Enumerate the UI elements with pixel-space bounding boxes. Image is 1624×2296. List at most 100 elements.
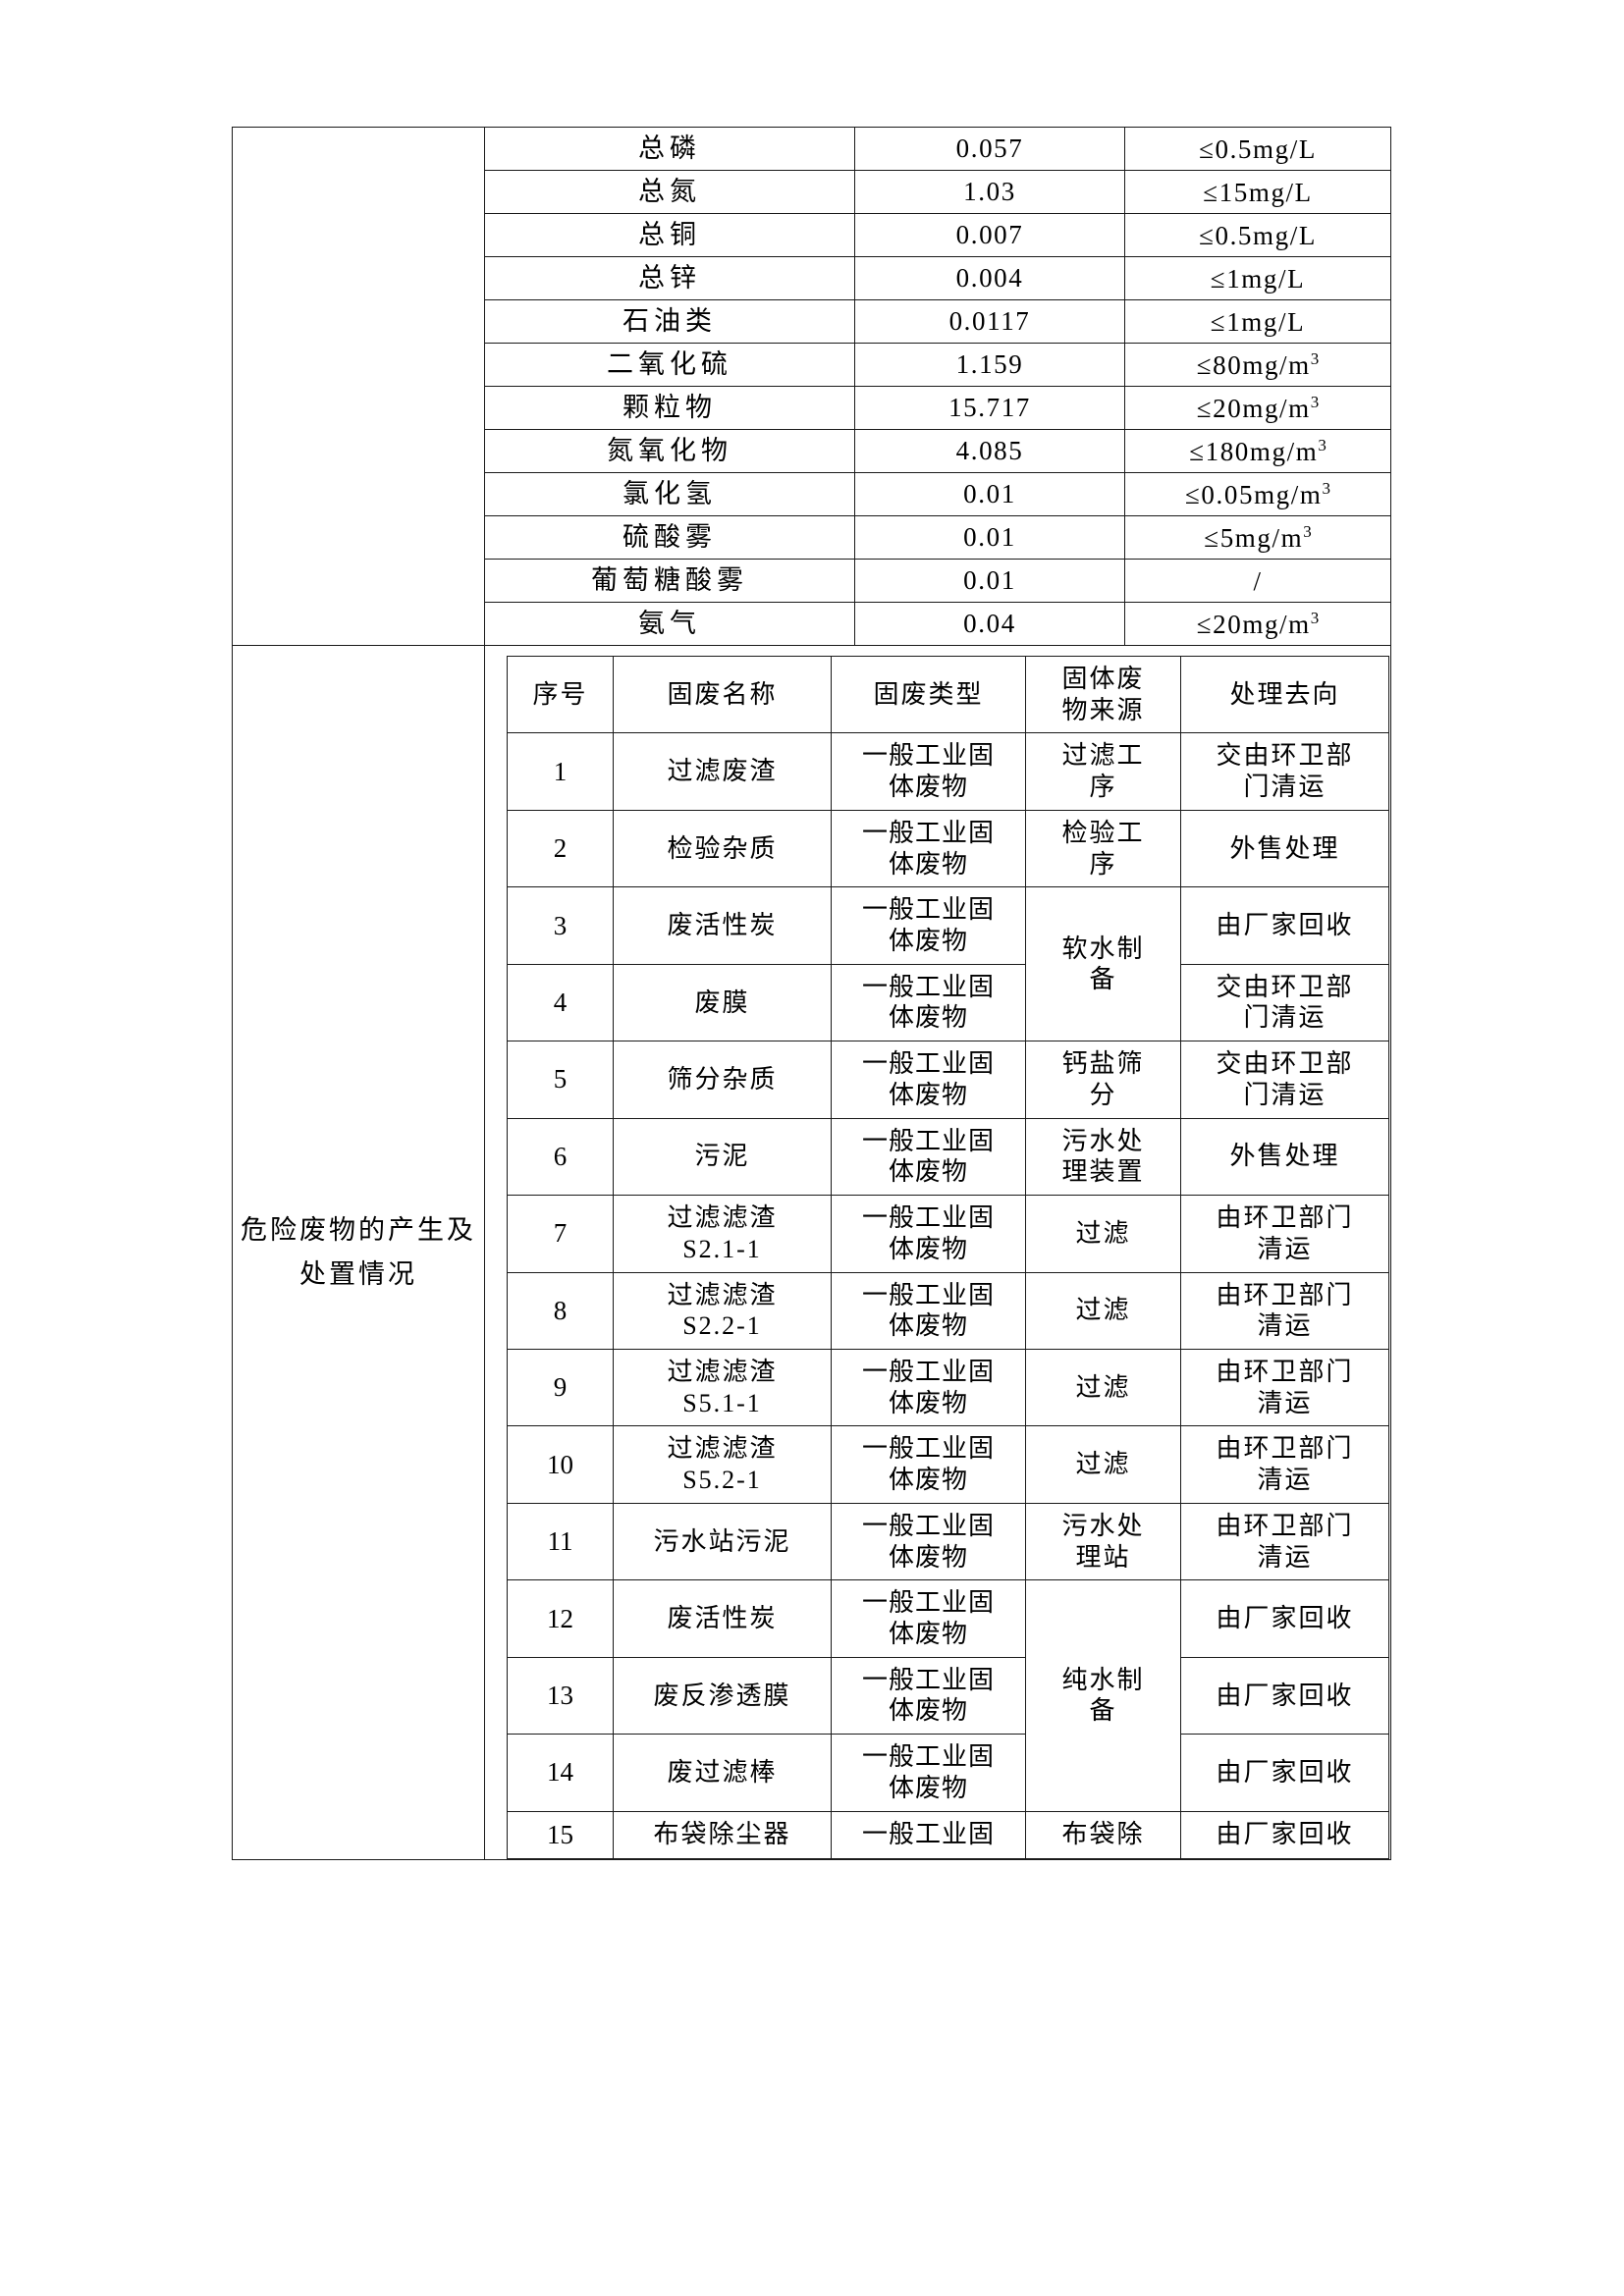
unit-exponent: 3 <box>1318 436 1326 454</box>
standard-text: ≤5mg/m <box>1204 523 1304 553</box>
pollutant-standard: ≤0.05mg/m3 <box>1124 472 1391 516</box>
pollutant-standard: ≤15mg/L <box>1124 170 1391 214</box>
solid-waste-table: 序号 固废名称 固废类型 固体废 物来源 处理去向 1 过滤废渣 一般工业固 体… <box>507 655 1389 1859</box>
waste-destination: 由厂家回收 <box>1180 1734 1389 1812</box>
pollutant-name: 总磷 <box>484 127 855 171</box>
standard-text: ≤0.05mg/m <box>1185 480 1323 509</box>
waste-source: 过滤 <box>1025 1271 1181 1350</box>
waste-destination: 由环卫部门 清运 <box>1180 1195 1389 1273</box>
main-document-table: 总磷 0.057 ≤0.5mg/L 总氮 1.03 ≤15mg/L 总铜 0.0… <box>232 127 1391 1860</box>
table-row: 总磷 0.057 ≤0.5mg/L <box>232 127 1391 646</box>
waste-destination: 由厂家回收 <box>1180 1810 1389 1859</box>
waste-index: 12 <box>507 1579 614 1658</box>
waste-type: 一般工业固 体废物 <box>831 732 1026 811</box>
pollutant-value: 0.007 <box>854 213 1125 257</box>
column-header-name: 固废名称 <box>613 655 832 734</box>
pollutant-value: 0.057 <box>854 127 1125 171</box>
waste-index: 11 <box>507 1502 614 1581</box>
solid-waste-row-label: 危险废物的产生及处置情况 <box>232 645 485 1860</box>
column-header-type: 固废类型 <box>831 655 1026 734</box>
waste-type: 一般工业固 体废物 <box>831 886 1026 965</box>
pollutant-name: 石油类 <box>484 299 855 344</box>
pollutant-standard: ≤20mg/m3 <box>1124 602 1391 646</box>
table-row: 12 废活性炭 一般工业固 体废物 纯水制 备 由厂家回收 <box>507 1579 1389 1812</box>
unit-exponent: 3 <box>1303 522 1312 541</box>
table-row: 氯化氢 0.01 ≤0.05mg/m3 <box>233 472 1391 516</box>
table-header-row: 序号 固废名称 固废类型 固体废 物来源 处理去向 <box>507 655 1389 734</box>
waste-source-merged: 纯水制 备 <box>1025 1579 1181 1812</box>
waste-name: 废反渗透膜 <box>613 1656 832 1735</box>
pollutant-standard: ≤80mg/m3 <box>1124 343 1391 387</box>
pollutant-value: 0.0117 <box>854 299 1125 344</box>
pollutant-standard: ≤5mg/m3 <box>1124 515 1391 560</box>
unit-exponent: 3 <box>1310 393 1320 411</box>
pollutant-name: 葡萄糖酸雾 <box>484 559 855 603</box>
unit-exponent: 3 <box>1322 479 1330 498</box>
pollutant-value: 4.085 <box>854 429 1125 473</box>
pollutant-value: 1.159 <box>854 343 1125 387</box>
waste-type: 一般工业固 体废物 <box>831 1348 1026 1427</box>
waste-type: 一般工业固 体废物 <box>831 1502 1026 1581</box>
standard-text: ≤1mg/L <box>1210 307 1306 337</box>
pollutant-name: 总铜 <box>484 213 855 257</box>
waste-destination: 由环卫部门 清运 <box>1180 1271 1389 1350</box>
waste-destination: 由厂家回收 <box>1180 1656 1389 1735</box>
table-row: 颗粒物 15.717 ≤20mg/m3 <box>233 386 1391 430</box>
table-row: 3 废活性炭 一般工业固 体废物 软水制 备 由厂家回收 <box>507 886 1389 1042</box>
pollutant-standard: ≤0.5mg/L <box>1124 127 1391 171</box>
pollutant-standard: ≤0.5mg/L <box>1124 213 1391 257</box>
waste-source: 过滤 <box>1025 1195 1181 1273</box>
waste-destination: 交由环卫部 门清运 <box>1180 1041 1389 1119</box>
table-row: 总氮 1.03 ≤15mg/L <box>233 170 1391 214</box>
pollutant-name: 氮氧化物 <box>484 429 855 473</box>
table-row: 13 废反渗透膜 一般工业固 体废物 由厂家回收 <box>507 1656 1389 1735</box>
waste-index: 14 <box>507 1734 614 1812</box>
table-row: 葡萄糖酸雾 0.01 / <box>233 559 1391 603</box>
waste-type: 一般工业固 体废物 <box>831 1579 1026 1658</box>
waste-name: 过滤滤渣 S2.2-1 <box>613 1271 832 1350</box>
waste-name: 过滤滤渣 S5.2-1 <box>613 1425 832 1504</box>
unit-exponent: 3 <box>1310 349 1320 368</box>
waste-type: 一般工业固 体废物 <box>831 1734 1026 1812</box>
pollutant-name: 总锌 <box>484 256 855 300</box>
waste-source-merged: 软水制 备 <box>1025 886 1181 1042</box>
pollutant-name: 氨气 <box>484 602 855 646</box>
table-row: 2 检验杂质 一般工业固 体废物 检验工 序 外售处理 <box>507 809 1389 888</box>
pollutant-standard: / <box>1124 559 1391 603</box>
waste-index: 13 <box>507 1656 614 1735</box>
standard-text: ≤80mg/m <box>1196 350 1311 380</box>
waste-type: 一般工业固 <box>831 1810 1026 1859</box>
waste-index: 9 <box>507 1348 614 1427</box>
table-row: 石油类 0.0117 ≤1mg/L <box>233 299 1391 344</box>
waste-name: 筛分杂质 <box>613 1041 832 1119</box>
waste-destination: 外售处理 <box>1180 809 1389 888</box>
table-row: 1 过滤废渣 一般工业固 体废物 过滤工 序 交由环卫部 门清运 <box>507 732 1389 811</box>
standard-text: ≤20mg/m <box>1196 610 1311 639</box>
waste-name: 过滤滤渣 S2.1-1 <box>613 1195 832 1273</box>
waste-destination: 交由环卫部 门清运 <box>1180 963 1389 1042</box>
solid-waste-section-row: 危险废物的产生及处置情况 序号 固废名称 固废类型 固体废 物来源 <box>232 645 1391 1860</box>
waste-type: 一般工业固 体废物 <box>831 963 1026 1042</box>
table-row: 6 污泥 一般工业固 体废物 污水处 理装置 外售处理 <box>507 1117 1389 1197</box>
waste-type: 一般工业固 体废物 <box>831 1425 1026 1504</box>
waste-type: 一般工业固 体废物 <box>831 1117 1026 1197</box>
emission-section-label-cell <box>232 127 485 646</box>
waste-source: 污水处 理装置 <box>1025 1117 1181 1197</box>
pollutant-name: 颗粒物 <box>484 386 855 430</box>
standard-text: ≤15mg/L <box>1203 178 1313 207</box>
waste-type: 一般工业固 体废物 <box>831 1656 1026 1735</box>
waste-name: 污泥 <box>613 1117 832 1197</box>
pollutant-name: 二氧化硫 <box>484 343 855 387</box>
waste-index: 7 <box>507 1195 614 1273</box>
pollutant-value: 0.01 <box>854 559 1125 603</box>
pollutant-value: 0.04 <box>854 602 1125 646</box>
solid-waste-table-cell: 序号 固废名称 固废类型 固体废 物来源 处理去向 1 过滤废渣 一般工业固 体… <box>484 645 1391 1860</box>
table-row: 14 废过滤棒 一般工业固 体废物 由厂家回收 <box>507 1734 1389 1812</box>
waste-source: 钙盐筛 分 <box>1025 1041 1181 1119</box>
waste-index: 1 <box>507 732 614 811</box>
column-header-index: 序号 <box>507 655 614 734</box>
waste-source: 污水处 理站 <box>1025 1502 1181 1581</box>
standard-text: / <box>1253 566 1263 596</box>
waste-source: 布袋除 <box>1025 1810 1181 1859</box>
